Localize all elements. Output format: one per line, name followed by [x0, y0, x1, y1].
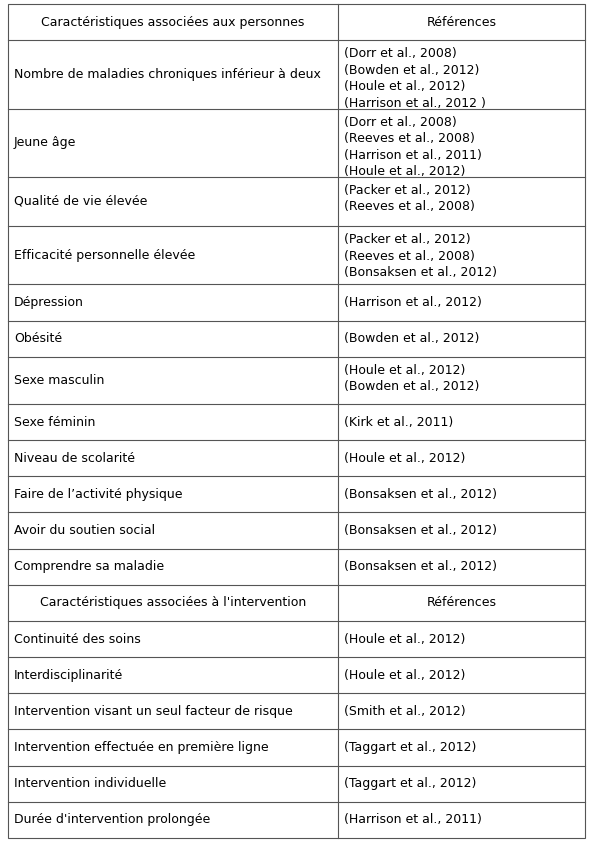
Text: Niveau de scolarité: Niveau de scolarité	[14, 451, 135, 465]
Text: Jeune âge: Jeune âge	[14, 136, 76, 149]
Text: (Bonsaksen et al., 2012): (Bonsaksen et al., 2012)	[344, 560, 497, 573]
Text: (Harrison et al., 2011): (Harrison et al., 2011)	[344, 813, 482, 826]
Text: (Houle et al., 2012): (Houle et al., 2012)	[344, 451, 466, 465]
Text: Dépression: Dépression	[14, 296, 84, 309]
Text: (Smith et al., 2012): (Smith et al., 2012)	[344, 705, 466, 718]
Text: Sexe féminin: Sexe féminin	[14, 415, 95, 429]
Text: Qualité de vie élevée: Qualité de vie élevée	[14, 195, 148, 208]
Text: (Harrison et al., 2012): (Harrison et al., 2012)	[344, 296, 482, 309]
Text: Intervention effectuée en première ligne: Intervention effectuée en première ligne	[14, 741, 269, 754]
Text: (Packer et al., 2012)
(Reeves et al., 2008)
(Bonsaksen et al., 2012): (Packer et al., 2012) (Reeves et al., 20…	[344, 233, 497, 279]
Text: Caractéristiques associées à l'intervention: Caractéristiques associées à l'intervent…	[40, 596, 306, 610]
Text: (Houle et al., 2012): (Houle et al., 2012)	[344, 632, 466, 646]
Text: Avoir du soutien social: Avoir du soutien social	[14, 524, 155, 537]
Text: Continuité des soins: Continuité des soins	[14, 632, 141, 646]
Text: Comprendre sa maladie: Comprendre sa maladie	[14, 560, 164, 573]
Text: Interdisciplinarité: Interdisciplinarité	[14, 669, 123, 682]
Text: (Dorr et al., 2008)
(Reeves et al., 2008)
(Harrison et al., 2011)
(Houle et al.,: (Dorr et al., 2008) (Reeves et al., 2008…	[344, 115, 482, 178]
Text: (Taggart et al., 2012): (Taggart et al., 2012)	[344, 777, 476, 791]
Text: (Houle et al., 2012): (Houle et al., 2012)	[344, 669, 466, 682]
Text: (Houle et al., 2012)
(Bowden et al., 2012): (Houle et al., 2012) (Bowden et al., 201…	[344, 364, 479, 393]
Text: (Bowden et al., 2012): (Bowden et al., 2012)	[344, 332, 479, 345]
Text: (Bonsaksen et al., 2012): (Bonsaksen et al., 2012)	[344, 488, 497, 501]
Text: (Packer et al., 2012)
(Reeves et al., 2008): (Packer et al., 2012) (Reeves et al., 20…	[344, 184, 475, 213]
Text: Nombre de maladies chroniques inférieur à deux: Nombre de maladies chroniques inférieur …	[14, 68, 321, 81]
Text: Caractéristiques associées aux personnes: Caractéristiques associées aux personnes	[42, 16, 305, 29]
Text: Faire de l’activité physique: Faire de l’activité physique	[14, 488, 183, 501]
Text: Intervention visant un seul facteur de risque: Intervention visant un seul facteur de r…	[14, 705, 293, 718]
Text: Efficacité personnelle élevée: Efficacité personnelle élevée	[14, 248, 195, 262]
Text: (Taggart et al., 2012): (Taggart et al., 2012)	[344, 741, 476, 754]
Text: Références: Références	[426, 596, 496, 610]
Text: (Dorr et al., 2008)
(Bowden et al., 2012)
(Houle et al., 2012)
(Harrison et al.,: (Dorr et al., 2008) (Bowden et al., 2012…	[344, 47, 486, 109]
Text: Obésité: Obésité	[14, 332, 62, 345]
Text: Références: Références	[426, 16, 496, 29]
Text: Sexe masculin: Sexe masculin	[14, 374, 104, 386]
Text: Intervention individuelle: Intervention individuelle	[14, 777, 166, 791]
Text: Durée d'intervention prolongée: Durée d'intervention prolongée	[14, 813, 211, 826]
Text: (Kirk et al., 2011): (Kirk et al., 2011)	[344, 415, 453, 429]
Text: (Bonsaksen et al., 2012): (Bonsaksen et al., 2012)	[344, 524, 497, 537]
